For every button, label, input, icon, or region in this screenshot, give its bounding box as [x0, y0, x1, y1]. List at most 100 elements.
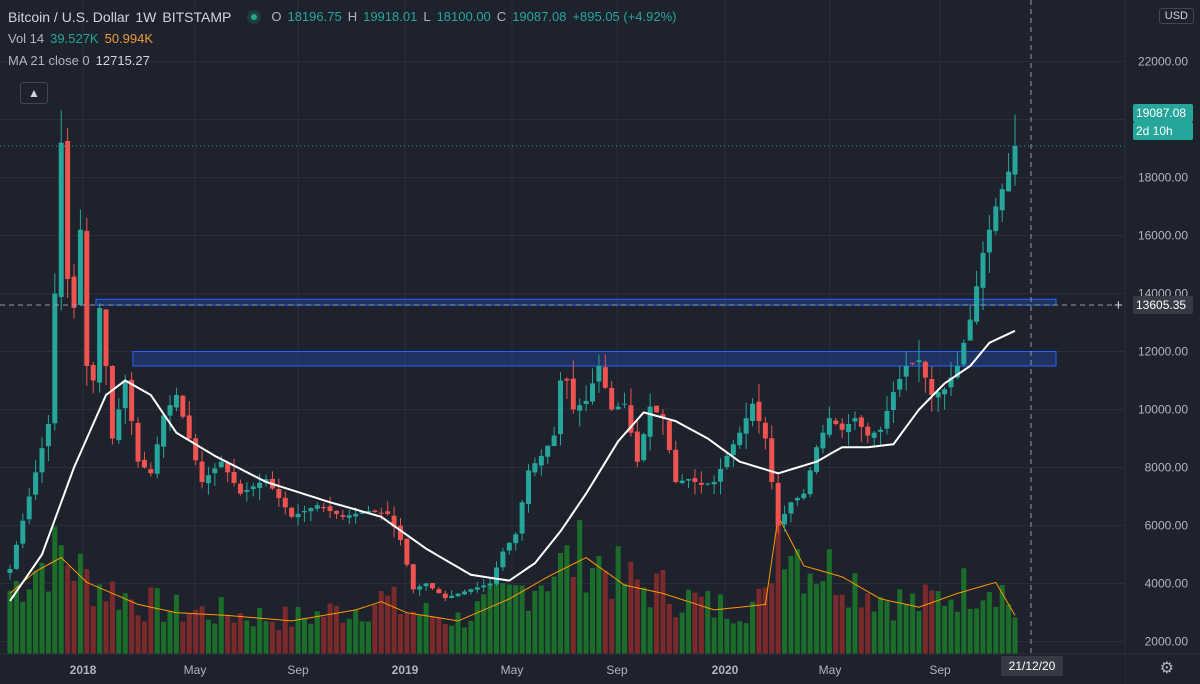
candle-body — [167, 405, 173, 416]
crosshair-price-label-bg — [1133, 295, 1193, 314]
y-tick-label: 16000.00 — [1138, 229, 1188, 243]
x-tick-label: Sep — [929, 663, 951, 677]
y-tick-label: 12000.00 — [1138, 345, 1188, 359]
currency-button[interactable]: USD — [1158, 8, 1194, 24]
volume-bar — [788, 556, 794, 654]
volume-bar — [980, 600, 986, 654]
last-price-label: 19087.08 — [1136, 106, 1186, 120]
candle-body — [794, 497, 800, 501]
candle-body — [97, 308, 103, 383]
volume-bar — [526, 610, 531, 654]
volume-bar — [570, 576, 576, 654]
interval-label[interactable]: 1W — [135, 9, 157, 25]
settings-gear-icon[interactable]: ⚙ — [1159, 660, 1174, 677]
volume-bar — [494, 583, 499, 654]
volume-bar — [314, 611, 320, 654]
volume-bar — [13, 581, 19, 654]
volume-bar — [756, 588, 762, 654]
x-tick-label: Sep — [606, 663, 628, 677]
volume-bar — [103, 601, 109, 654]
volume-bar — [705, 591, 711, 654]
volume-bar — [97, 584, 103, 654]
candle-body — [954, 366, 960, 378]
volume-bar — [698, 596, 704, 654]
candle-body — [173, 395, 179, 408]
candle-body — [654, 405, 660, 413]
volume-bar — [622, 584, 628, 654]
candle-body — [526, 470, 531, 504]
candle-body — [724, 455, 730, 468]
x-tick-label: May — [819, 663, 842, 677]
volume-bar — [814, 584, 820, 654]
volume-bar — [212, 623, 218, 654]
volume-bar — [993, 606, 999, 654]
candle-body — [826, 418, 832, 435]
candle-body — [378, 512, 384, 514]
volume-bar — [692, 592, 698, 654]
symbol-title[interactable]: Bitcoin / U.S. Dollar — [8, 9, 130, 25]
collapse-legend-button[interactable]: ▲ — [20, 82, 48, 104]
candle-body — [340, 515, 346, 517]
volume-bar — [250, 626, 256, 654]
volume-bar — [346, 618, 352, 654]
candle-body — [45, 424, 51, 447]
candle-body — [122, 380, 128, 409]
volume-bar — [45, 591, 51, 654]
candle-body — [442, 593, 448, 598]
volume-bar — [935, 591, 941, 654]
volume-bar — [890, 620, 896, 654]
candle-body — [295, 513, 301, 518]
candle-body — [737, 432, 743, 446]
volume-bar — [884, 601, 890, 654]
candle-body — [410, 564, 416, 590]
candle-body — [205, 475, 211, 484]
volume-bar — [865, 593, 871, 654]
candle-body — [116, 409, 122, 441]
candle-body — [154, 444, 160, 474]
volume-ma-value: 50.994K — [104, 31, 154, 46]
ma-label[interactable]: MA 21 close 0 — [8, 53, 90, 68]
chart-legend: Bitcoin / U.S. Dollar 1W BITSTAMP O 18196… — [8, 6, 677, 72]
last-price-label-bg — [1133, 104, 1193, 122]
volume-bar — [794, 549, 800, 654]
volume-bar — [641, 587, 647, 654]
candle-body — [212, 468, 218, 474]
candle-body — [148, 469, 154, 474]
volume-bar — [558, 552, 564, 654]
market-status-icon — [247, 10, 262, 24]
volume-bar — [839, 594, 845, 654]
candle-body — [993, 206, 999, 232]
candle-body — [33, 472, 39, 495]
volume-bar — [474, 601, 480, 654]
candle-body — [71, 276, 77, 308]
volume-bar — [442, 624, 448, 654]
crosshair-date-label: 21/12/20 — [1009, 659, 1056, 673]
crosshair-plus-icon: + — [1114, 297, 1123, 314]
candle-body — [193, 438, 199, 461]
volume-bar — [762, 587, 768, 654]
volume-bar — [730, 623, 736, 654]
candle-body — [852, 418, 858, 422]
x-tick-label: 2018 — [70, 663, 97, 677]
volume-bar — [282, 606, 288, 654]
candle-body — [890, 392, 896, 411]
volume-bar — [237, 613, 243, 654]
candle-body — [775, 482, 781, 526]
volume-bar — [333, 605, 339, 654]
candle-body — [628, 405, 634, 433]
candle-body — [833, 420, 839, 424]
volume-bar — [506, 584, 512, 654]
volume-bar — [551, 576, 557, 654]
candle-body — [602, 367, 608, 388]
x-tick-label: 2019 — [392, 663, 419, 677]
open-value: 18196.75 — [287, 9, 342, 24]
volume-label[interactable]: Vol 14 — [8, 31, 45, 46]
volume-bar — [468, 620, 474, 654]
candle-body — [372, 510, 378, 512]
volume-bar — [711, 617, 717, 654]
candle-body — [634, 431, 640, 462]
volume-bar — [954, 611, 960, 654]
y-tick-label: 18000.00 — [1138, 171, 1188, 185]
candle-body — [961, 342, 967, 365]
